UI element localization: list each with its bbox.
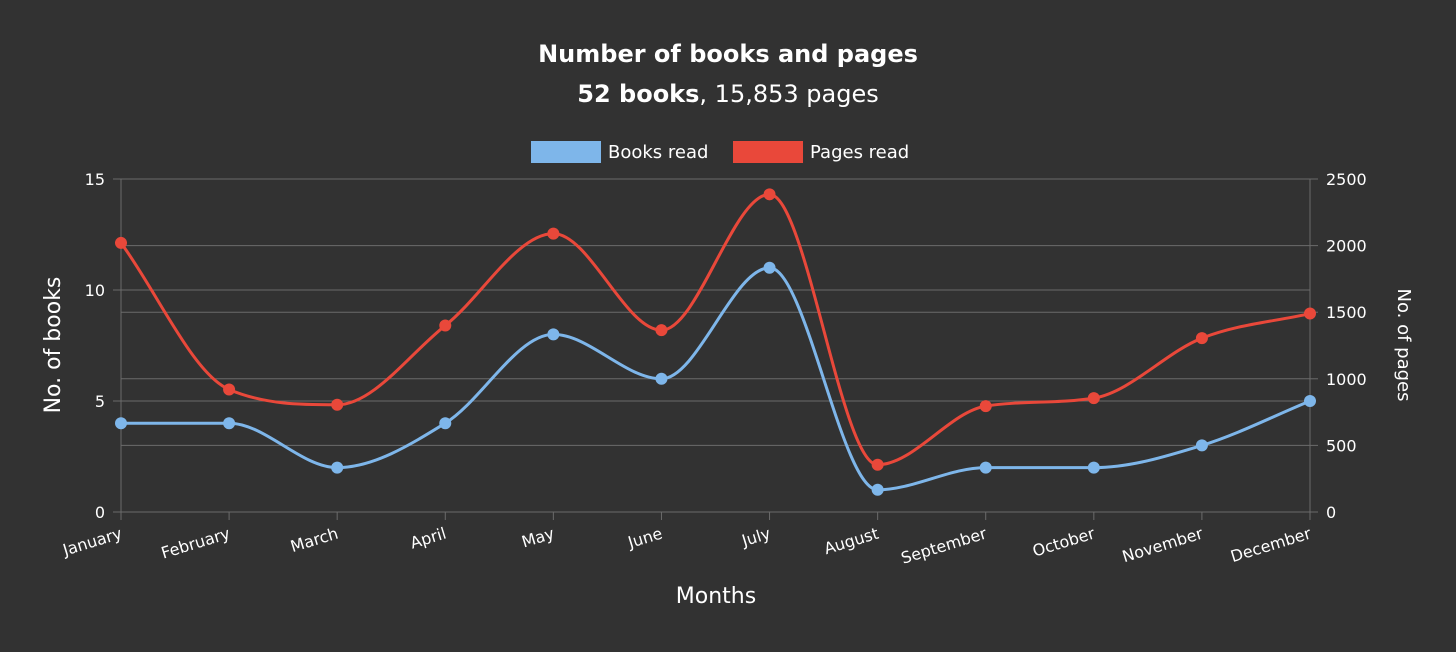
x-tick-label: August <box>822 524 881 559</box>
point-pages-september[interactable] <box>979 400 992 413</box>
y-tick-label-right: 500 <box>1326 436 1357 455</box>
y-tick-label-left: 0 <box>95 503 105 522</box>
x-tick-label: October <box>1030 524 1097 561</box>
x-tick-label: May <box>519 524 556 552</box>
series-layer <box>115 188 1316 496</box>
legend: Books read Pages read <box>531 141 909 163</box>
y-axis-title-right: No. of pages <box>1393 288 1414 401</box>
axes: 0 5 10 15 0 500 1000 1500 2000 2500 January Februar… <box>60 170 1367 568</box>
point-books-july[interactable] <box>763 261 776 274</box>
chart-subtitle: 52 books, 15,853 pages <box>577 80 878 108</box>
point-books-june[interactable] <box>655 372 668 385</box>
y-tick-label-right: 2500 <box>1326 170 1367 189</box>
point-pages-april[interactable] <box>439 319 452 332</box>
point-books-august[interactable] <box>871 483 884 496</box>
legend-swatch-books[interactable] <box>531 141 601 163</box>
x-tick-label: December <box>1228 524 1313 567</box>
legend-label-books[interactable]: Books read <box>608 142 708 163</box>
x-tick-label: January <box>60 524 125 560</box>
x-tick-label: April <box>408 524 449 553</box>
subtitle-books: 52 books <box>577 80 699 108</box>
point-books-february[interactable] <box>223 417 236 430</box>
series-pages <box>115 188 1316 471</box>
y-tick-label-left: 10 <box>85 281 105 300</box>
series-books <box>115 261 1316 496</box>
point-pages-july[interactable] <box>763 188 776 201</box>
legend-label-pages[interactable]: Pages read <box>810 142 909 163</box>
x-tick-label: September <box>899 524 990 568</box>
y-tick-label-left: 5 <box>95 392 105 411</box>
grid <box>121 178 1310 513</box>
point-books-december[interactable] <box>1304 395 1316 407</box>
point-pages-november[interactable] <box>1195 332 1208 345</box>
x-tick-label: March <box>288 524 340 556</box>
chart-title: Number of books and pages <box>538 40 918 68</box>
point-pages-june[interactable] <box>655 324 668 337</box>
x-tick-label: June <box>625 524 665 553</box>
x-tick-label: November <box>1120 524 1206 567</box>
x-tick-label: February <box>159 524 232 563</box>
y-tick-label-right: 1000 <box>1326 370 1367 389</box>
point-pages-december[interactable] <box>1304 307 1316 320</box>
y-tick-label-right: 1500 <box>1326 303 1367 322</box>
x-axis-title: Months <box>676 584 756 609</box>
point-pages-february[interactable] <box>223 383 236 396</box>
y-tick-label-right: 2000 <box>1326 237 1367 256</box>
y-tick-label-right: 0 <box>1326 503 1336 522</box>
point-pages-october[interactable] <box>1087 392 1100 405</box>
y-tick-label-left: 15 <box>85 170 105 189</box>
subtitle-pages: , 15,853 pages <box>699 80 878 108</box>
legend-swatch-pages[interactable] <box>733 141 803 163</box>
series-line-pages <box>119 192 1311 467</box>
x-tick-label: July <box>739 524 773 551</box>
point-pages-january[interactable] <box>115 236 127 249</box>
point-books-september[interactable] <box>979 461 992 474</box>
point-books-april[interactable] <box>439 417 452 430</box>
y-axis-title-left: No. of books <box>41 277 66 414</box>
point-pages-may[interactable] <box>547 227 560 240</box>
point-books-january[interactable] <box>115 417 127 430</box>
point-books-november[interactable] <box>1195 439 1208 452</box>
point-pages-august[interactable] <box>871 458 884 471</box>
point-books-may[interactable] <box>547 328 560 341</box>
point-books-october[interactable] <box>1087 461 1100 474</box>
point-pages-march[interactable] <box>331 398 344 411</box>
point-books-march[interactable] <box>331 461 344 474</box>
